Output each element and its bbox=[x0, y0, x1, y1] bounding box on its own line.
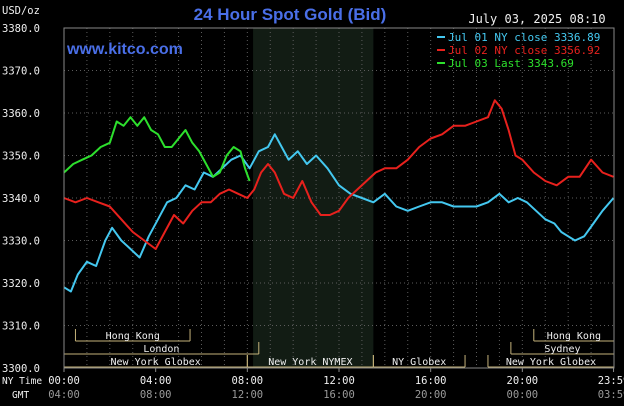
legend-entry: Jul 02 NY close 3356.92 bbox=[448, 44, 600, 57]
session-label: Hong Kong bbox=[106, 331, 160, 342]
x-row-label-gmt: GMT bbox=[12, 390, 29, 401]
session-label: Hong Kong bbox=[547, 331, 601, 342]
x-tick-label-gmt: 04:00 bbox=[48, 389, 80, 401]
y-tick-label: 3300.0 bbox=[2, 363, 40, 375]
x-tick-label-gmt: 12:00 bbox=[232, 389, 264, 401]
x-tick-label-gmt: 08:00 bbox=[140, 389, 172, 401]
x-tick-label-ny: 12:00 bbox=[323, 375, 355, 387]
session-label: Sydney bbox=[544, 344, 580, 355]
series-line bbox=[63, 133, 615, 293]
y-tick-label: 3330.0 bbox=[2, 236, 40, 248]
x-tick-label-ny: 20:00 bbox=[507, 375, 539, 387]
grid-lines bbox=[64, 27, 614, 369]
axes: 3300.0 3310.0 3320.0 3330.0 3340.0 3350.0 3360… bbox=[2, 23, 624, 401]
x-tick-label-gmt: 20:00 bbox=[415, 389, 447, 401]
price-series bbox=[63, 99, 615, 293]
chart-title: 24 Hour Spot Gold (Bid) bbox=[194, 5, 387, 24]
x-tick-label-ny: 08:00 bbox=[232, 375, 264, 387]
y-tick-label: 3320.0 bbox=[2, 278, 40, 290]
x-tick-label-ny: 16:00 bbox=[415, 375, 447, 387]
y-tick-label: 3350.0 bbox=[2, 151, 40, 163]
x-tick-label-gmt: 16:00 bbox=[323, 389, 355, 401]
session-label: New York Globex bbox=[111, 357, 201, 368]
x-tick-label-gmt: 03:59 bbox=[598, 389, 624, 401]
y-tick-label: 3360.0 bbox=[2, 108, 40, 120]
series-line bbox=[63, 116, 251, 182]
y-tick-label: 3380.0 bbox=[2, 23, 40, 35]
session-label: New York NYMEX bbox=[268, 357, 352, 368]
timestamp: July 03, 2025 08:10 bbox=[468, 12, 605, 26]
session-label: NY Globex bbox=[392, 357, 446, 368]
series-line bbox=[63, 99, 614, 250]
x-tick-label-gmt: 00:00 bbox=[507, 389, 539, 401]
highlight-band bbox=[253, 28, 374, 368]
x-tick-label-ny: 23:59 bbox=[598, 375, 624, 387]
x-row-label-ny: NY Time bbox=[2, 376, 42, 387]
y-axis-label: USD/oz bbox=[2, 5, 40, 17]
site-watermark: www.kitco.com bbox=[66, 41, 183, 58]
legend-entry: Jul 01 NY close 3336.89 bbox=[448, 31, 600, 44]
session-label: New York Globex bbox=[506, 357, 596, 368]
y-tick-label: 3310.0 bbox=[2, 321, 40, 333]
session-label: London bbox=[143, 344, 179, 355]
y-tick-label: 3370.0 bbox=[2, 66, 40, 78]
x-tick-label-ny: 04:00 bbox=[140, 375, 172, 387]
x-tick-label-ny: 00:00 bbox=[48, 375, 80, 387]
y-tick-label: 3340.0 bbox=[2, 193, 40, 205]
market-sessions: Hong Kong Hong Kong London Sydney New York G… bbox=[63, 329, 615, 368]
legend-entry: Jul 03 Last 3343.69 bbox=[448, 57, 574, 70]
